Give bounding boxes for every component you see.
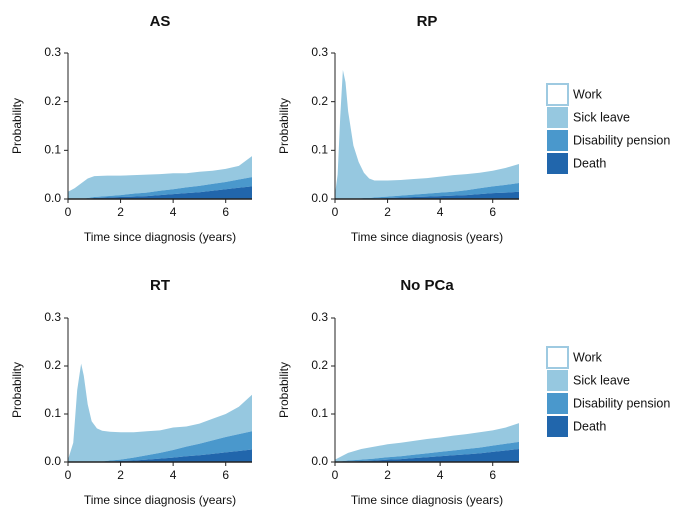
x-axis-label: Time since diagnosis (years) [351, 493, 503, 507]
x-tick-label: 6 [489, 205, 496, 219]
legend-label-death: Death [573, 419, 606, 433]
panel-no-pca: No PCa 0.0 0.1 0.2 0.3 0 2 4 6 Time since diagnos… [277, 277, 519, 507]
x-tick-label: 2 [384, 468, 391, 482]
y-tick-label: 0.1 [44, 406, 61, 420]
y-axis-label: Probability [277, 98, 291, 154]
legend-label-disability-pension: Disability pension [573, 133, 670, 147]
x-tick-label: 4 [437, 205, 444, 219]
area-death [68, 186, 252, 199]
legend-label-sick-leave: Sick leave [573, 373, 630, 387]
x-tick-label: 4 [170, 205, 177, 219]
y-tick-label: 0.3 [44, 45, 61, 59]
area-death [335, 191, 519, 199]
legend-label-work: Work [573, 350, 603, 364]
legend-label-sick-leave: Sick leave [573, 110, 630, 124]
legend-label-death: Death [573, 156, 606, 170]
x-tick-label: 0 [65, 205, 72, 219]
y-tick-label: 0.0 [44, 454, 61, 468]
panel-title: RP [417, 13, 438, 30]
legend: Work Sick leave Disability pension Death [546, 346, 670, 437]
y-tick-label: 0.0 [44, 191, 61, 205]
y-axis-label: Probability [277, 362, 291, 418]
y-axis-label: Probability [10, 98, 24, 154]
area-disability-pension [68, 431, 252, 462]
x-axis-label: Time since diagnosis (years) [351, 230, 503, 244]
panel-title: AS [150, 13, 171, 30]
area-sick-leave [335, 70, 519, 199]
y-tick-label: 0.1 [311, 406, 328, 420]
area-sick-leave [68, 156, 252, 199]
x-tick-label: 2 [117, 468, 124, 482]
area-death [68, 449, 252, 462]
y-tick-label: 0.2 [44, 94, 61, 108]
legend-swatch-work [546, 83, 569, 106]
panel-title: No PCa [400, 277, 454, 294]
legend-swatch-disability-pension [547, 130, 568, 151]
y-tick-label: 0.3 [311, 310, 328, 324]
legend-swatch-sick-leave [547, 107, 568, 128]
panel-title: RT [150, 277, 170, 294]
x-tick-label: 0 [65, 468, 72, 482]
y-tick-label: 0.2 [311, 94, 328, 108]
legend-swatch-sick-leave [547, 370, 568, 391]
area-sick-leave [68, 363, 252, 462]
area-disability-pension [335, 441, 519, 462]
x-tick-label: 2 [384, 205, 391, 219]
x-tick-label: 4 [170, 468, 177, 482]
x-tick-label: 4 [437, 468, 444, 482]
legend-swatch-death [547, 416, 568, 437]
x-axis-label: Time since diagnosis (years) [84, 493, 236, 507]
legend-swatch-death [547, 153, 568, 174]
legend-swatch-work [546, 346, 569, 369]
x-tick-label: 6 [222, 205, 229, 219]
y-axis-label: Probability [10, 362, 24, 418]
panel-rt: RT 0.0 0.1 0.2 0.3 0 2 4 6 Time since diagnosis (… [10, 277, 252, 507]
y-tick-label: 0.3 [44, 310, 61, 324]
area-disability-pension [68, 177, 252, 199]
legend-swatch-disability-pension [547, 393, 568, 414]
y-tick-label: 0.3 [311, 45, 328, 59]
panel-as: AS 0.0 0.1 0.2 0.3 0 2 4 6 Time since diagnosis (… [10, 13, 252, 244]
area-death [335, 449, 519, 462]
legend: Work Sick leave Disability pension Death [546, 83, 670, 174]
x-axis-label: Time since diagnosis (years) [84, 230, 236, 244]
x-tick-label: 2 [117, 205, 124, 219]
y-tick-label: 0.1 [311, 143, 328, 157]
y-tick-label: 0.0 [311, 454, 328, 468]
x-tick-label: 0 [332, 205, 339, 219]
area-sick-leave [335, 423, 519, 462]
x-tick-label: 6 [222, 468, 229, 482]
legend-label-work: Work [573, 87, 603, 101]
y-tick-label: 0.2 [44, 358, 61, 372]
y-tick-label: 0.1 [44, 143, 61, 157]
area-disability-pension [335, 182, 519, 199]
x-tick-label: 0 [332, 468, 339, 482]
y-tick-label: 0.0 [311, 191, 328, 205]
legend-label-disability-pension: Disability pension [573, 396, 670, 410]
panel-rp: RP 0.0 0.1 0.2 0.3 0 2 4 6 Time since diagnosis (… [277, 13, 519, 244]
y-tick-label: 0.2 [311, 358, 328, 372]
x-tick-label: 6 [489, 468, 496, 482]
